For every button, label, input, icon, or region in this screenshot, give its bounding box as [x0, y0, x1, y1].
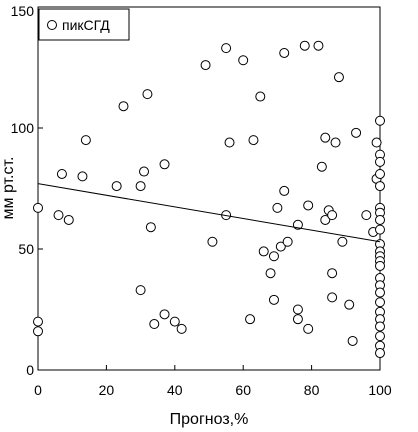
data-point	[56, 168, 67, 179]
legend: пикСГД	[38, 8, 130, 41]
y-tick-label: 0	[26, 362, 34, 378]
x-tick-label: 80	[304, 382, 320, 398]
data-point	[327, 210, 338, 221]
x-tick-label: 60	[235, 382, 251, 398]
data-point	[33, 316, 43, 327]
data-point	[279, 47, 290, 58]
data-point	[361, 210, 372, 221]
data-point	[221, 43, 232, 54]
data-point	[142, 89, 153, 100]
data-point	[375, 297, 385, 308]
data-point	[320, 214, 331, 225]
data-point	[330, 137, 341, 148]
data-point	[200, 60, 211, 71]
data-point	[303, 323, 314, 334]
data-point	[145, 222, 156, 233]
data-point	[139, 166, 150, 177]
legend-label: пикСГД	[62, 17, 110, 33]
data-point	[371, 137, 382, 148]
y-axis-title: мм рт.ст.	[0, 157, 17, 220]
trend-line	[37, 183, 381, 243]
data-point	[176, 323, 187, 334]
data-point	[149, 319, 160, 330]
data-point	[333, 72, 344, 83]
data-point	[375, 156, 385, 167]
x-tick-label: 100	[368, 382, 392, 398]
y-tick-label: 150	[11, 3, 35, 19]
data-point	[159, 309, 170, 320]
data-point	[169, 316, 180, 327]
data-point	[63, 214, 74, 225]
data-point	[316, 161, 327, 172]
data-point	[268, 251, 279, 262]
data-point	[375, 321, 385, 332]
data-point	[337, 236, 348, 247]
axis-tick-labels: 0 20 40 60 80 100 0 50 100 150	[11, 3, 392, 398]
data-point	[327, 268, 338, 279]
data-point	[375, 260, 385, 271]
data-point	[245, 314, 256, 325]
data-point	[111, 181, 122, 192]
data-point	[375, 115, 385, 126]
axis-ticks	[37, 6, 381, 371]
x-tick-label: 40	[167, 382, 183, 398]
data-point	[238, 55, 249, 66]
data-point	[299, 40, 310, 51]
data-point	[258, 246, 269, 257]
data-point	[292, 304, 303, 315]
data-point	[135, 285, 146, 296]
data-point	[80, 135, 91, 146]
data-point	[275, 241, 286, 252]
data-point	[351, 127, 362, 138]
data-point	[207, 236, 218, 247]
data-point	[268, 294, 279, 305]
data-point	[347, 335, 358, 346]
data-point	[255, 91, 266, 102]
data-point	[265, 268, 276, 279]
y-tick-label: 50	[18, 241, 34, 257]
data-point	[375, 224, 385, 235]
data-point	[375, 214, 385, 225]
data-point	[272, 202, 283, 213]
x-tick-label: 0	[34, 382, 42, 398]
data-point	[159, 159, 170, 170]
y-tick-label: 100	[11, 120, 35, 136]
data-point	[77, 171, 88, 182]
data-point	[320, 132, 331, 143]
data-point	[375, 331, 385, 342]
data-point	[33, 326, 43, 337]
data-point	[327, 292, 338, 303]
data-point	[279, 185, 290, 196]
data-point	[303, 200, 314, 211]
data-point	[248, 135, 259, 146]
data-point	[313, 40, 324, 51]
data-point	[135, 181, 146, 192]
data-point	[344, 299, 355, 310]
data-point	[118, 101, 129, 112]
data-point	[375, 168, 385, 179]
x-tick-label: 20	[99, 382, 115, 398]
data-point	[53, 210, 64, 221]
data-point	[375, 348, 385, 359]
data-point	[375, 181, 385, 192]
legend-marker	[47, 20, 57, 30]
data-point	[224, 137, 235, 148]
data-point	[282, 236, 293, 247]
data-points	[33, 40, 385, 359]
data-point	[375, 287, 385, 298]
data-point	[292, 314, 303, 325]
data-point	[33, 202, 43, 213]
x-axis-title: Прогноз,%	[170, 411, 249, 428]
